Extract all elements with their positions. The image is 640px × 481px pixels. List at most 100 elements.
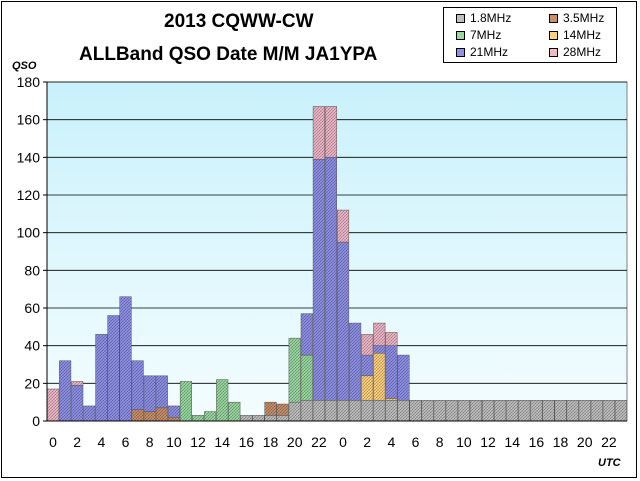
bar-segment xyxy=(361,375,374,401)
bar-segment xyxy=(590,400,603,422)
bar-segment xyxy=(494,400,507,422)
bar-segment xyxy=(179,381,193,422)
bar-segment xyxy=(288,337,301,403)
legend-label: 14MHz xyxy=(563,28,602,42)
bar-segment xyxy=(216,379,229,422)
bar-segment xyxy=(59,360,72,422)
bar-segment xyxy=(506,400,519,422)
bar-segment xyxy=(349,322,362,401)
x-tick-label: 4 xyxy=(387,434,395,450)
x-tick-label: 18 xyxy=(553,434,569,450)
bar-segment xyxy=(361,334,374,356)
bar-segment xyxy=(300,313,313,356)
x-tick-label: 2 xyxy=(73,434,81,450)
bar-segment xyxy=(361,354,374,377)
x-tick-label: 2 xyxy=(363,434,371,450)
y-tick-label: 160 xyxy=(17,112,41,128)
x-tick-label: 20 xyxy=(577,434,593,450)
x-tick-label: 18 xyxy=(263,434,279,450)
bar-segment xyxy=(373,352,386,401)
bar-segment xyxy=(385,345,398,399)
bar-segment xyxy=(71,381,84,386)
x-tick-label: 0 xyxy=(49,434,57,450)
bar-segment xyxy=(312,106,325,160)
bar-segment xyxy=(457,400,470,422)
x-tick-label: 16 xyxy=(239,434,255,450)
x-tick-label: 4 xyxy=(97,434,105,450)
x-tick-label: 8 xyxy=(436,434,444,450)
chart-legend: 1.8MHz 3.5MHz 7MHz 14MHz 21MHz 28MHz xyxy=(443,7,617,63)
bar-segment xyxy=(336,209,350,243)
bar-segment xyxy=(433,400,446,422)
legend-label: 3.5MHz xyxy=(563,11,605,25)
bar-segment xyxy=(46,388,60,422)
legend-label: 7MHz xyxy=(470,28,502,42)
x-tick-label: 10 xyxy=(456,434,472,450)
bar-segment xyxy=(312,158,325,401)
y-tick-label: 100 xyxy=(17,225,41,241)
bar-segment xyxy=(143,375,156,412)
bar-segment xyxy=(614,400,628,422)
bar-segment xyxy=(228,401,241,422)
bar-segment xyxy=(397,354,410,401)
y-tick-label: 180 xyxy=(17,74,41,90)
y-tick-label: 140 xyxy=(17,149,41,165)
bar-segment xyxy=(409,400,422,422)
bar-segment xyxy=(385,400,398,422)
x-tick-label: 22 xyxy=(311,434,327,450)
bar-segment xyxy=(167,416,180,422)
bar-segment xyxy=(554,400,567,422)
bar-segment xyxy=(240,415,253,422)
bar-segment xyxy=(95,334,108,422)
bar-segment xyxy=(373,400,386,422)
y-tick-label: 40 xyxy=(24,338,40,354)
x-tick-label: 8 xyxy=(146,434,154,450)
bar-segment xyxy=(204,411,217,422)
bar-segment xyxy=(361,400,374,422)
bar-segment xyxy=(167,405,180,418)
legend-swatch xyxy=(456,30,465,40)
bar-segment xyxy=(131,409,144,422)
y-axis-label: QSO xyxy=(12,60,37,72)
x-tick-label: 6 xyxy=(122,434,130,450)
bar-segment xyxy=(143,411,156,422)
bar-segment xyxy=(312,400,325,422)
x-tick-label: 12 xyxy=(480,434,496,450)
bar-segment xyxy=(119,296,132,422)
bar-segment xyxy=(385,398,398,401)
bar-segment xyxy=(469,400,483,422)
x-axis-label: UTC xyxy=(598,457,621,469)
chart-title: 2013 CQWW-CW xyxy=(164,11,314,32)
bar-segment xyxy=(324,106,338,158)
bar-segment xyxy=(131,360,144,410)
bar-segment xyxy=(324,400,338,422)
bar-segment xyxy=(566,400,579,422)
x-tick-label: 6 xyxy=(412,434,420,450)
bar-segment xyxy=(83,405,96,422)
y-tick-label: 60 xyxy=(24,300,40,316)
legend-swatch xyxy=(549,47,558,57)
bar-segment xyxy=(336,400,350,422)
bar-segment xyxy=(288,401,301,422)
bar-segment xyxy=(264,401,277,416)
legend-item-7mhz: 7MHz xyxy=(456,28,501,42)
bar-segment xyxy=(336,241,350,401)
legend-swatch xyxy=(549,13,558,23)
bar-segment xyxy=(349,400,362,422)
x-tick-label: 16 xyxy=(529,434,545,450)
x-tick-label: 14 xyxy=(214,434,230,450)
legend-item-14mhz: 14MHz xyxy=(549,28,601,42)
bar-segment xyxy=(518,400,531,422)
legend-item-1-8mhz: 1.8MHz xyxy=(456,11,511,25)
bar-segment xyxy=(542,400,555,422)
y-tick-label: 120 xyxy=(17,187,41,203)
legend-label: 28MHz xyxy=(563,45,602,59)
bar-segment xyxy=(155,375,168,409)
bar-segment xyxy=(264,415,277,422)
x-tick-label: 20 xyxy=(287,434,303,450)
bar-segment xyxy=(300,400,313,422)
bar-segment xyxy=(602,400,615,422)
x-tick-label: 10 xyxy=(166,434,182,450)
legend-label: 1.8MHz xyxy=(470,11,512,25)
bar-segment xyxy=(71,384,84,422)
